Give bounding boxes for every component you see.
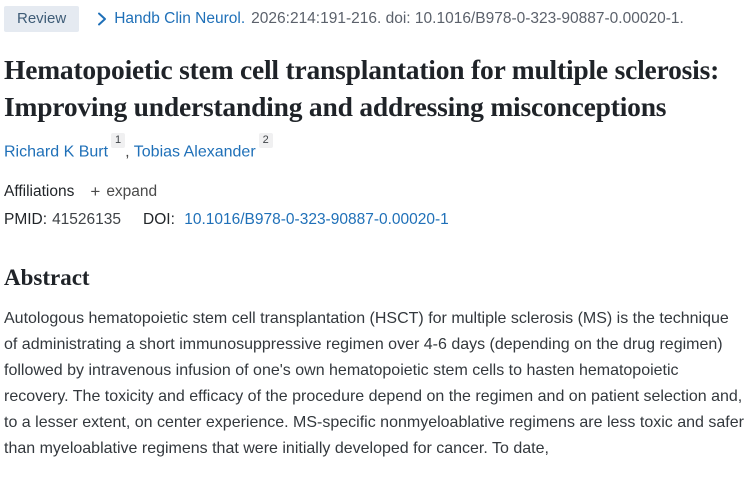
doi-label: DOI:	[143, 211, 175, 229]
affiliations-row: Affiliations + expand	[4, 182, 745, 202]
author-link[interactable]: Richard K Burt	[4, 143, 109, 161]
doi-link[interactable]: 10.1016/B978-0-323-90887-0.00020-1	[184, 211, 449, 229]
expand-label: expand	[106, 183, 158, 201]
author-link[interactable]: Tobias Alexander	[133, 143, 256, 161]
pmid-label: PMID:	[4, 211, 48, 229]
expand-affiliations-button[interactable]: + expand	[90, 182, 157, 202]
publication-type-badge: Review	[4, 6, 80, 32]
affiliation-number-badge[interactable]: 1	[111, 133, 126, 149]
author-separator: ,	[125, 143, 134, 161]
journal-citation: Handb Clin Neurol. 2026:214:191-216. doi…	[97, 10, 684, 28]
identifiers-row: PMID: 41526135 DOI: 10.1016/B978-0-323-9…	[4, 211, 745, 229]
doi-group: DOI: 10.1016/B978-0-323-90887-0.00020-1	[143, 211, 449, 229]
affiliations-label: Affiliations	[4, 183, 75, 201]
authors-list: Richard K Burt1, Tobias Alexander2	[4, 133, 745, 161]
affiliation-number-badge[interactable]: 2	[258, 133, 273, 149]
journal-link[interactable]: Handb Clin Neurol.	[114, 10, 246, 27]
plus-icon: +	[90, 182, 101, 202]
abstract-text: Autologous hematopoietic stem cell trans…	[4, 310, 744, 458]
abstract-heading: Abstract	[4, 265, 90, 291]
citation-header: Review Handb Clin Neurol. 2026:214:191-2…	[4, 6, 745, 32]
chevron-right-icon	[97, 12, 107, 26]
pmid-value: 41526135	[52, 211, 122, 229]
citation-detail: 2026:214:191-216. doi: 10.1016/B978-0-32…	[251, 10, 684, 27]
article-title: Hematopoietic stem cell transplantation …	[4, 54, 720, 122]
